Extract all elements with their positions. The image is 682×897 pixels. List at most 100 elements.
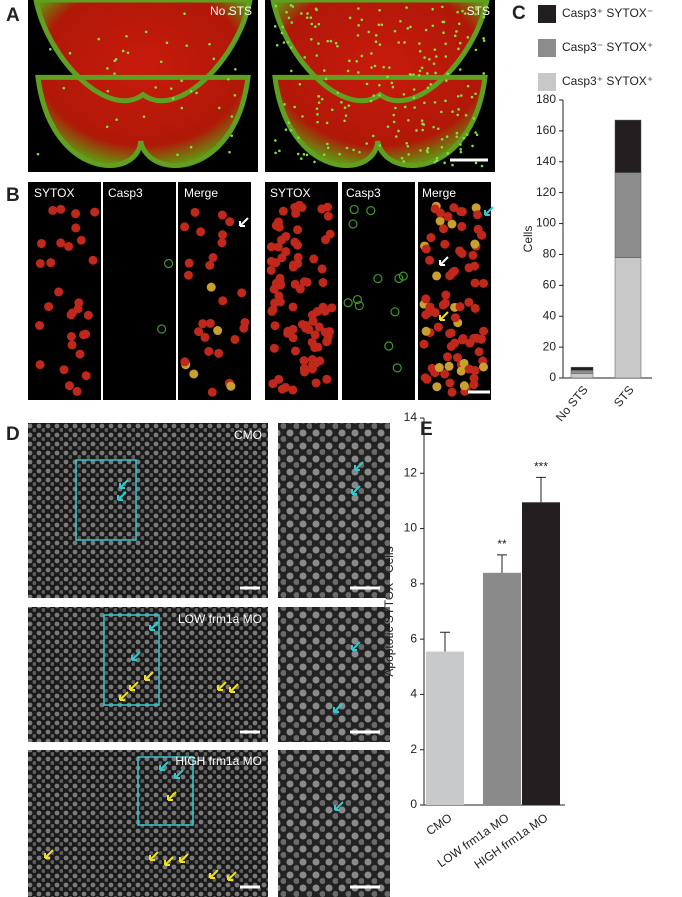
cell — [468, 250, 478, 260]
cell — [290, 237, 300, 247]
cell — [281, 231, 291, 241]
cell — [300, 12, 303, 15]
cell — [330, 108, 334, 112]
cell — [81, 329, 91, 339]
cell — [314, 25, 317, 28]
arrow — [351, 485, 361, 495]
cell — [317, 101, 321, 104]
cell — [418, 42, 421, 45]
legend-swatch — [538, 73, 556, 91]
cell — [378, 93, 381, 97]
cell — [392, 120, 396, 124]
cell — [441, 5, 444, 9]
cell — [311, 358, 321, 368]
cell — [466, 36, 470, 39]
bar-segment — [570, 366, 594, 371]
cell — [469, 373, 479, 383]
cell — [479, 326, 489, 336]
cell — [90, 207, 100, 217]
cell — [473, 224, 483, 234]
cell — [271, 221, 281, 231]
cell — [237, 288, 247, 298]
cell — [455, 246, 465, 256]
cell — [126, 51, 130, 55]
cell — [157, 324, 167, 334]
cell — [461, 9, 464, 13]
cell — [230, 115, 234, 118]
cell — [475, 133, 479, 137]
cell — [380, 23, 384, 27]
cell — [358, 150, 361, 154]
bar — [426, 651, 464, 805]
y-tick-label: 40 — [543, 308, 557, 322]
significance: ** — [497, 537, 507, 551]
cell — [288, 385, 298, 395]
arrow — [217, 681, 227, 691]
cell — [377, 23, 381, 27]
y-tick-label: 140 — [536, 154, 556, 168]
cell — [293, 252, 303, 262]
cell — [81, 371, 91, 381]
cell — [475, 7, 478, 11]
cell — [436, 127, 440, 131]
legend-swatch — [538, 5, 556, 23]
cell — [54, 287, 64, 297]
cell — [384, 341, 394, 351]
cell — [423, 56, 426, 59]
cell — [394, 273, 404, 284]
cell — [214, 348, 224, 358]
cell — [444, 42, 447, 46]
cell — [317, 42, 320, 45]
cell — [469, 333, 479, 343]
cell — [240, 317, 250, 327]
panel-label: D — [6, 424, 20, 445]
cell — [462, 136, 466, 140]
cell — [435, 208, 445, 218]
cell — [397, 129, 400, 133]
cell — [327, 303, 337, 313]
cell — [445, 79, 448, 82]
cell — [48, 205, 58, 215]
cell — [213, 326, 223, 336]
cell — [302, 277, 312, 287]
cell — [189, 89, 193, 93]
micrograph — [278, 607, 390, 742]
cell — [290, 346, 300, 356]
cell — [226, 381, 236, 391]
cell — [424, 28, 428, 32]
image-label: LOW frm1a MO — [178, 612, 262, 626]
cell — [464, 364, 474, 374]
cell — [432, 62, 436, 66]
cell — [459, 381, 469, 391]
cell — [426, 150, 429, 154]
cell — [183, 270, 193, 280]
cell — [267, 306, 277, 316]
cell — [288, 262, 298, 272]
arrow — [119, 479, 129, 489]
panel-label: A — [6, 5, 20, 26]
cell — [444, 55, 448, 58]
cell — [482, 36, 485, 40]
cell — [455, 302, 465, 312]
cell — [386, 75, 389, 79]
cell — [457, 108, 460, 111]
cell — [459, 150, 463, 154]
cell — [440, 145, 444, 149]
cell — [227, 12, 231, 16]
cell — [444, 361, 454, 371]
cell — [189, 369, 199, 379]
cell — [445, 329, 455, 339]
cell — [412, 73, 415, 76]
cell — [336, 44, 339, 48]
cell — [106, 89, 110, 93]
cell — [322, 374, 332, 384]
cell — [225, 217, 235, 227]
y-tick-label: 2 — [410, 742, 417, 756]
cell — [400, 156, 404, 160]
cell — [409, 25, 412, 29]
cell — [450, 313, 460, 323]
cell — [311, 378, 321, 388]
cell — [470, 95, 474, 99]
cell — [425, 72, 429, 75]
